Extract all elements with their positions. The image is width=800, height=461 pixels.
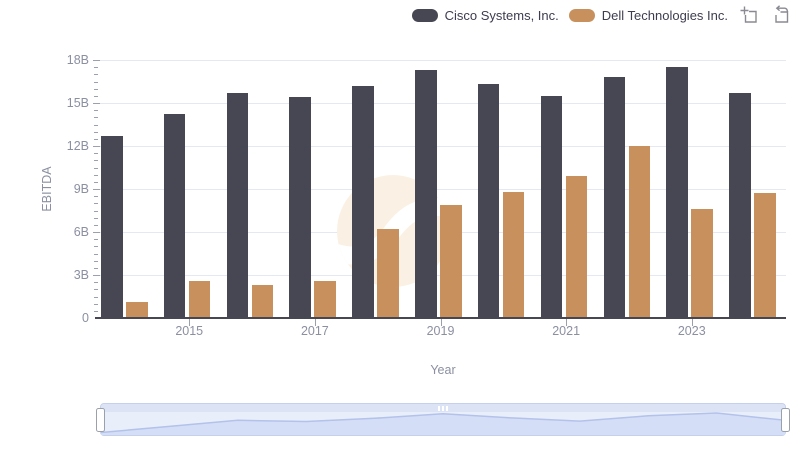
y-minor-tick	[94, 289, 98, 291]
y-minor-tick	[94, 67, 98, 69]
x-axis-title: Year	[430, 363, 456, 377]
y-minor-tick	[94, 138, 98, 140]
x-tick-label-2019: 2019	[426, 324, 455, 338]
y-minor-tick	[94, 196, 98, 198]
y-minor-tick	[94, 296, 98, 298]
gridline-9B	[95, 189, 786, 190]
y-minor-tick	[94, 88, 98, 90]
bar-cisco-2023[interactable]	[666, 67, 688, 318]
y-tick-label-9B: 9B	[73, 182, 89, 196]
gridline-15B	[95, 103, 786, 104]
y-minor-tick	[94, 95, 98, 97]
bar-dell-2023[interactable]	[691, 209, 713, 318]
legend-label-cisco: Cisco Systems, Inc.	[444, 7, 559, 23]
bar-dell-2018[interactable]	[377, 229, 399, 318]
legend: Cisco Systems, Inc. Dell Technologies In…	[411, 4, 792, 26]
bar-cisco-2014[interactable]	[101, 135, 123, 318]
gridline-18B	[95, 60, 786, 61]
y-tick-label-18B: 18B	[66, 53, 89, 67]
bar-dell-2022[interactable]	[628, 146, 651, 318]
range-navigator[interactable]	[96, 403, 790, 436]
y-tick-label-15B: 15B	[66, 96, 89, 110]
y-minor-tick	[94, 81, 98, 83]
y-minor-tick	[94, 282, 98, 284]
legend-swatch-dell	[568, 8, 595, 22]
y-minor-tick	[94, 310, 98, 312]
bar-dell-2021[interactable]	[565, 176, 588, 318]
y-minor-tick	[94, 224, 98, 226]
bar-cisco-2016[interactable]	[226, 92, 249, 318]
gridline-12B	[95, 146, 786, 147]
bar-dell-2024[interactable]	[754, 193, 776, 318]
reset-zoom-icon	[775, 5, 789, 23]
x-tick-2023	[691, 319, 693, 326]
y-minor-tick	[94, 167, 98, 169]
x-tick-2015	[189, 319, 191, 326]
x-tick-label-2015: 2015	[175, 324, 204, 338]
y-minor-tick	[94, 239, 98, 241]
navigator-grip[interactable]	[438, 405, 448, 411]
y-minor-tick	[94, 267, 98, 269]
bar-dell-2015[interactable]	[188, 280, 211, 318]
bar-cisco-2021[interactable]	[540, 95, 563, 318]
navigator-left-handle[interactable]	[96, 407, 105, 432]
bar-dell-2020[interactable]	[502, 191, 525, 318]
y-minor-tick	[94, 181, 98, 183]
y-minor-tick	[94, 124, 98, 126]
y-major-tick	[93, 103, 100, 104]
bar-cisco-2017[interactable]	[289, 97, 311, 318]
legend-label-dell: Dell Technologies Inc.	[601, 7, 728, 23]
legend-swatch-cisco	[411, 8, 438, 22]
y-minor-tick	[94, 203, 98, 205]
y-major-tick	[93, 189, 100, 190]
x-tick-2017	[314, 319, 316, 326]
y-minor-tick	[94, 160, 98, 162]
y-minor-tick	[94, 303, 98, 305]
legend-item-cisco[interactable]: Cisco Systems, Inc.	[411, 7, 559, 23]
y-minor-tick	[94, 153, 98, 155]
bar-cisco-2022[interactable]	[603, 77, 626, 318]
x-tick-label-2021: 2021	[552, 324, 581, 338]
y-minor-tick	[94, 210, 98, 212]
zoom-selection-button[interactable]	[738, 4, 760, 26]
x-tick-2021	[566, 319, 568, 326]
y-major-tick	[93, 60, 100, 61]
y-minor-tick	[94, 110, 98, 112]
reset-zoom-button[interactable]	[770, 4, 792, 26]
navigator-preview	[101, 412, 785, 435]
x-axis-line	[95, 317, 786, 319]
x-tick-label-2023: 2023	[677, 324, 706, 338]
y-tick-label-3B: 3B	[73, 268, 89, 282]
bar-cisco-2020[interactable]	[477, 84, 500, 318]
y-major-tick	[93, 146, 100, 147]
legend-item-dell[interactable]: Dell Technologies Inc.	[568, 7, 728, 23]
bar-cisco-2019[interactable]	[415, 70, 437, 318]
y-minor-tick	[94, 131, 98, 133]
bar-dell-2014[interactable]	[126, 302, 148, 318]
bar-cisco-2018[interactable]	[352, 85, 374, 318]
y-tick-label-0: 0	[82, 311, 89, 325]
bar-cisco-2015[interactable]	[163, 114, 186, 318]
y-tick-label-6B: 6B	[73, 225, 89, 239]
y-minor-tick	[94, 260, 98, 262]
x-tick-2019	[440, 319, 442, 326]
bar-cisco-2024[interactable]	[729, 92, 751, 318]
y-minor-tick	[94, 253, 98, 255]
y-minor-tick	[94, 217, 98, 219]
x-tick-label-2017: 2017	[300, 324, 329, 338]
y-minor-tick	[94, 117, 98, 119]
y-major-tick	[93, 232, 100, 233]
y-minor-tick	[94, 174, 98, 176]
y-minor-tick	[94, 74, 98, 76]
y-minor-tick	[94, 246, 98, 248]
bar-dell-2017[interactable]	[314, 280, 336, 318]
bar-dell-2016[interactable]	[251, 285, 274, 318]
bar-dell-2019[interactable]	[440, 204, 462, 318]
zoom-selection-icon	[740, 6, 757, 23]
y-major-tick	[93, 275, 100, 276]
y-tick-label-12B: 12B	[66, 139, 89, 153]
navigator-right-handle[interactable]	[781, 407, 790, 432]
